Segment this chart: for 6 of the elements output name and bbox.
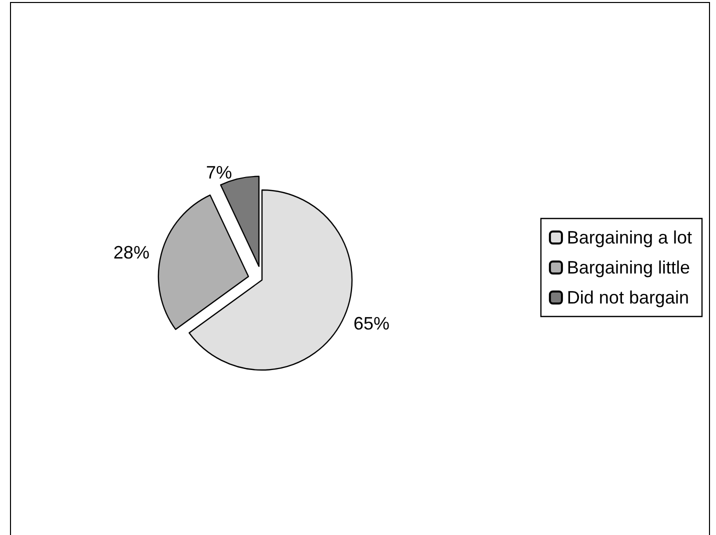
legend-label: Bargaining little [566,258,690,278]
data-label: 65% [354,314,390,334]
data-label: 7% [206,162,232,183]
legend-label: Did not bargain [566,288,690,308]
data-label: 28% [113,242,150,263]
legend-label: Bargaining a lot [566,228,692,248]
